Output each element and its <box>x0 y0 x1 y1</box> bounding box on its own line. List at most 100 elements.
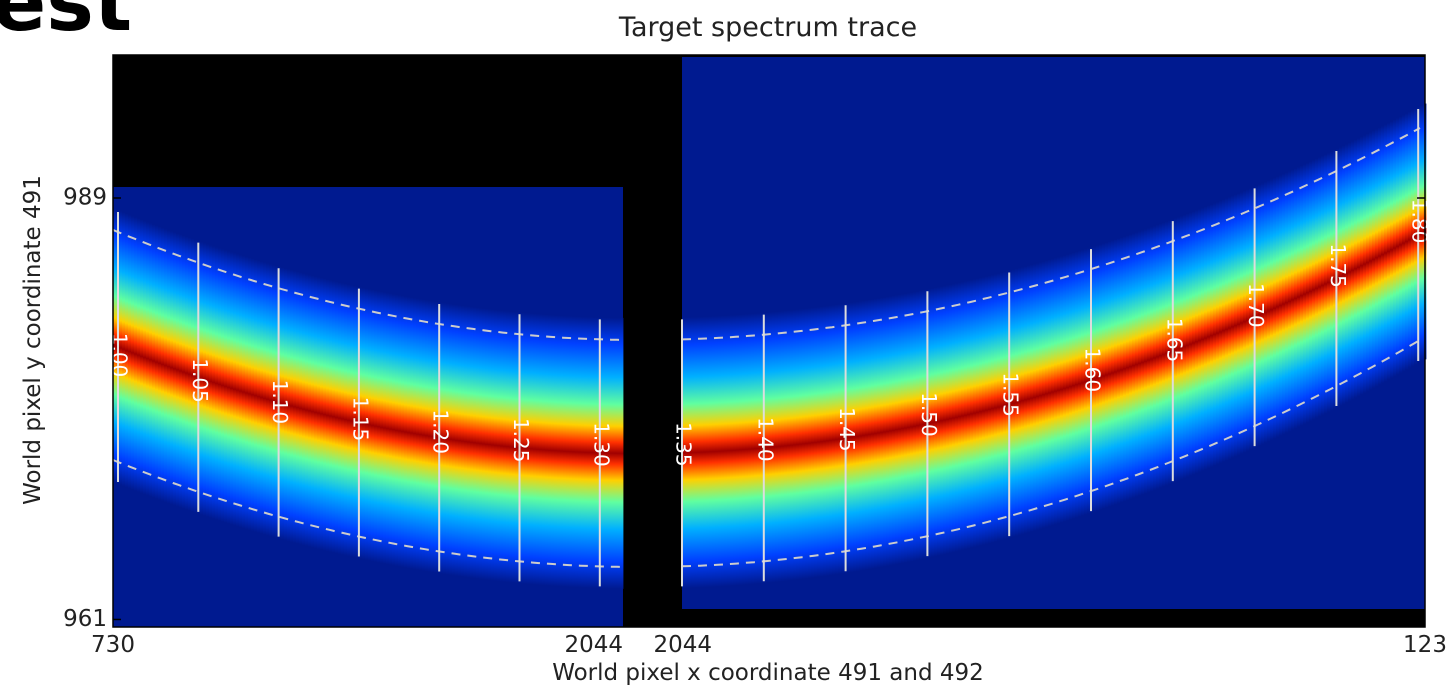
trace-column <box>329 280 333 553</box>
trace-column <box>1327 152 1331 413</box>
chart-title: Target spectrum trace <box>618 12 917 43</box>
trace-column <box>1354 139 1358 398</box>
trace-column <box>733 314 737 586</box>
wavelength-label: 1.25 <box>509 418 533 463</box>
trace-column <box>1102 243 1106 509</box>
trace-column <box>368 288 372 561</box>
trace-column <box>146 221 150 496</box>
trace-column <box>191 238 195 512</box>
trace-column <box>994 273 998 542</box>
trace-column <box>1222 199 1226 462</box>
trace-column <box>611 317 615 589</box>
trace-column <box>1156 224 1160 490</box>
trace-column <box>847 302 851 573</box>
trace-column <box>970 279 974 548</box>
trace-column <box>521 312 525 584</box>
trace-column <box>835 304 839 575</box>
trace-column <box>1168 220 1172 485</box>
trace-column <box>913 291 917 561</box>
trace-column <box>365 288 369 561</box>
trace-column <box>931 288 935 558</box>
trace-column <box>1318 157 1322 417</box>
x-tick-label: 2044 <box>564 632 623 658</box>
trace-column <box>413 297 417 570</box>
trace-column <box>293 270 297 544</box>
trace-column <box>278 266 282 539</box>
trace-column <box>539 314 543 586</box>
trace-column <box>1237 193 1241 456</box>
trace-column <box>964 281 968 550</box>
trace-column <box>602 317 606 589</box>
trace-column <box>464 305 468 578</box>
trace-column <box>1402 114 1406 372</box>
trace-column <box>287 269 291 542</box>
trace-column <box>377 290 381 563</box>
axes-frame <box>112 54 1426 628</box>
trace-column <box>1042 261 1046 529</box>
trace-column <box>829 305 833 576</box>
trace-column <box>1183 214 1187 479</box>
trace-column <box>596 317 600 589</box>
trace-column <box>874 298 878 569</box>
trace-column <box>1255 185 1259 448</box>
trace-column <box>449 303 453 576</box>
trace-column <box>877 298 881 568</box>
trace-column <box>359 287 363 559</box>
trace-column <box>1195 210 1199 474</box>
trace-column <box>1261 182 1265 445</box>
trace-column <box>1357 138 1361 397</box>
trace-column <box>266 263 270 536</box>
trace-column <box>242 255 246 529</box>
trace-column <box>476 307 480 579</box>
trace-column <box>572 316 576 588</box>
trace-column <box>545 314 549 586</box>
trace-column <box>344 283 348 556</box>
trace-column <box>560 315 564 587</box>
trace-column <box>335 281 339 554</box>
trace-column <box>1198 208 1202 473</box>
trace-column <box>386 292 390 565</box>
trace-column <box>1273 177 1277 439</box>
trace-column <box>1351 141 1355 400</box>
trace-column <box>221 248 225 522</box>
trace-column <box>551 314 555 587</box>
trace-column <box>1189 212 1193 476</box>
trace-column <box>443 302 447 575</box>
trace-column <box>152 224 156 498</box>
trace-column <box>542 314 546 586</box>
wavelength-label: 1.20 <box>429 409 453 454</box>
trace-column <box>467 306 471 578</box>
wavelength-label: 1.80 <box>1408 199 1432 244</box>
trace-column <box>952 283 956 553</box>
trace-column <box>590 317 594 589</box>
trace-column <box>548 314 552 586</box>
trace-column <box>928 288 932 558</box>
trace-column <box>497 310 501 582</box>
trace-column <box>227 250 231 524</box>
trace-column <box>401 295 405 568</box>
trace-column <box>149 223 153 497</box>
trace-column <box>1075 251 1079 518</box>
trace-column <box>1138 231 1142 496</box>
trace-column <box>263 262 267 535</box>
trace-column <box>326 279 330 552</box>
trace-column <box>799 309 803 580</box>
trace-column <box>1333 149 1337 410</box>
trace-column <box>1057 256 1061 524</box>
trace-column <box>620 317 624 589</box>
trace-column <box>1240 191 1244 455</box>
trace-column <box>901 293 905 564</box>
trace-column <box>323 278 327 551</box>
trace-column <box>814 307 818 578</box>
trace-column <box>308 274 312 547</box>
trace-column <box>1264 181 1268 444</box>
trace-column <box>955 283 959 552</box>
trace-column <box>946 285 950 554</box>
trace-column <box>826 305 830 576</box>
trace-column <box>317 277 321 550</box>
trace-column <box>296 271 300 544</box>
trace-column <box>898 294 902 564</box>
trace-column <box>200 241 204 515</box>
trace-column <box>137 218 141 493</box>
trace-column <box>832 304 836 576</box>
